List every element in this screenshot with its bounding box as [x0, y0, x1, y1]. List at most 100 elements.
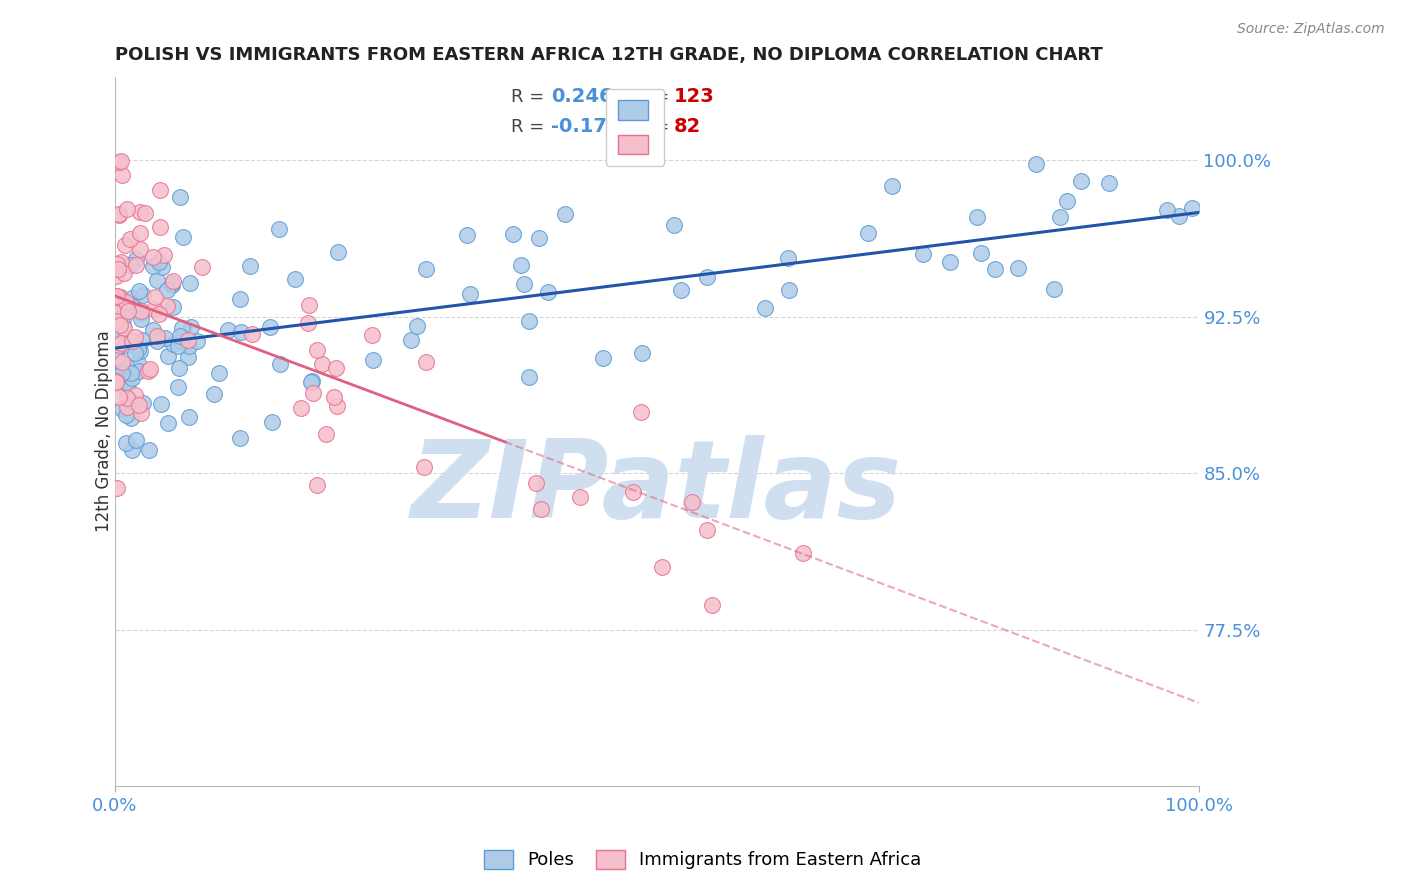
Point — [134, 205, 156, 219]
Point — [142, 250, 165, 264]
Point — [148, 254, 170, 268]
Point — [105, 308, 128, 322]
Point — [128, 226, 150, 240]
Point — [217, 323, 239, 337]
Point — [105, 375, 128, 389]
Point — [112, 266, 135, 280]
Point — [114, 238, 136, 252]
Point — [114, 409, 136, 423]
Point — [1043, 282, 1066, 296]
Point — [179, 276, 201, 290]
Point — [326, 244, 349, 259]
Y-axis label: 12th Grade, No Diploma: 12th Grade, No Diploma — [96, 331, 112, 533]
Point — [631, 345, 654, 359]
Point — [1168, 209, 1191, 223]
Point — [162, 337, 184, 351]
Point — [456, 228, 478, 243]
Point — [621, 484, 644, 499]
Point — [177, 339, 200, 353]
Point — [121, 442, 143, 457]
Point — [630, 405, 652, 419]
Point — [110, 328, 132, 343]
Point — [105, 288, 128, 302]
Point — [970, 246, 993, 260]
Point — [172, 230, 194, 244]
Point — [502, 227, 524, 241]
Text: 0.246: 0.246 — [551, 87, 612, 106]
Point — [1181, 201, 1204, 215]
Point — [169, 190, 191, 204]
Point — [260, 415, 283, 429]
Point — [527, 231, 550, 245]
Point — [125, 252, 148, 266]
Point — [160, 278, 183, 293]
Point — [157, 349, 180, 363]
Point — [120, 393, 142, 408]
Point — [128, 284, 150, 298]
Point — [120, 411, 142, 425]
Point — [110, 335, 132, 350]
Point — [111, 355, 134, 369]
Point — [108, 338, 131, 352]
Point — [696, 523, 718, 537]
Point — [307, 477, 329, 491]
Point — [129, 303, 152, 318]
Point — [325, 361, 347, 376]
Point — [125, 434, 148, 448]
Point — [269, 357, 291, 371]
Point — [177, 409, 200, 424]
Point — [136, 364, 159, 378]
Point — [156, 299, 179, 313]
Point — [142, 301, 165, 316]
Point — [120, 258, 142, 272]
Point — [284, 271, 307, 285]
Point — [208, 366, 231, 380]
Point — [298, 298, 321, 312]
Point — [131, 396, 153, 410]
Point — [169, 361, 191, 376]
Point — [124, 330, 146, 344]
Point — [169, 329, 191, 343]
Point — [110, 318, 132, 332]
Point — [110, 255, 132, 269]
Point — [117, 304, 139, 318]
Point — [105, 293, 128, 307]
Point — [128, 205, 150, 219]
Point — [146, 329, 169, 343]
Point — [792, 546, 814, 560]
Point — [363, 352, 385, 367]
Point — [115, 392, 138, 406]
Point — [160, 276, 183, 290]
Point — [128, 364, 150, 378]
Text: Source: ZipAtlas.com: Source: ZipAtlas.com — [1237, 22, 1385, 37]
Point — [105, 295, 128, 310]
Point — [108, 390, 131, 404]
Point — [415, 355, 437, 369]
Point — [554, 207, 576, 221]
Point — [231, 325, 253, 339]
Point — [513, 277, 536, 291]
Point — [152, 260, 174, 275]
Point — [858, 226, 880, 240]
Point — [1007, 260, 1029, 275]
Point — [406, 319, 429, 334]
Text: R =: R = — [510, 87, 550, 106]
Point — [115, 400, 138, 414]
Point — [322, 390, 344, 404]
Point — [105, 314, 128, 328]
Point — [202, 387, 225, 401]
Point — [239, 259, 262, 273]
Point — [311, 357, 333, 371]
Point — [120, 366, 142, 380]
Point — [105, 289, 128, 303]
Point — [112, 318, 135, 332]
Point — [111, 168, 134, 182]
Point — [107, 154, 129, 169]
Point — [107, 262, 129, 277]
Point — [115, 436, 138, 450]
Point — [326, 399, 349, 413]
Point — [108, 207, 131, 221]
Point — [413, 460, 436, 475]
Point — [125, 258, 148, 272]
Point — [105, 269, 128, 284]
